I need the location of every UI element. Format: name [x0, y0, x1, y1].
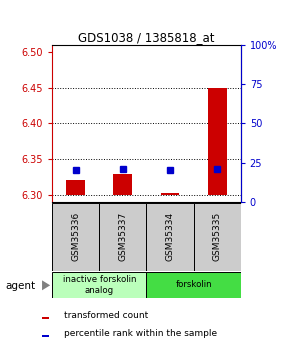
FancyBboxPatch shape — [99, 203, 146, 271]
Bar — [42, 317, 49, 318]
Text: GSM35335: GSM35335 — [213, 212, 222, 261]
Bar — [161, 193, 180, 195]
Bar — [66, 180, 85, 195]
FancyBboxPatch shape — [146, 203, 194, 271]
Bar — [42, 335, 49, 337]
Text: forskolin: forskolin — [175, 280, 212, 289]
Text: percentile rank within the sample: percentile rank within the sample — [64, 329, 217, 338]
Text: inactive forskolin
analog: inactive forskolin analog — [63, 275, 136, 295]
Text: GSM35334: GSM35334 — [166, 212, 175, 261]
Bar — [113, 174, 132, 195]
Text: transformed count: transformed count — [64, 311, 148, 320]
Text: agent: agent — [6, 281, 36, 290]
FancyBboxPatch shape — [194, 203, 241, 271]
Text: GSM35337: GSM35337 — [118, 212, 127, 261]
Text: GSM35336: GSM35336 — [71, 212, 80, 261]
Polygon shape — [42, 280, 50, 290]
FancyBboxPatch shape — [146, 272, 241, 298]
FancyBboxPatch shape — [52, 203, 99, 271]
Title: GDS1038 / 1385818_at: GDS1038 / 1385818_at — [78, 31, 215, 44]
FancyBboxPatch shape — [52, 272, 146, 298]
Bar — [208, 88, 226, 195]
